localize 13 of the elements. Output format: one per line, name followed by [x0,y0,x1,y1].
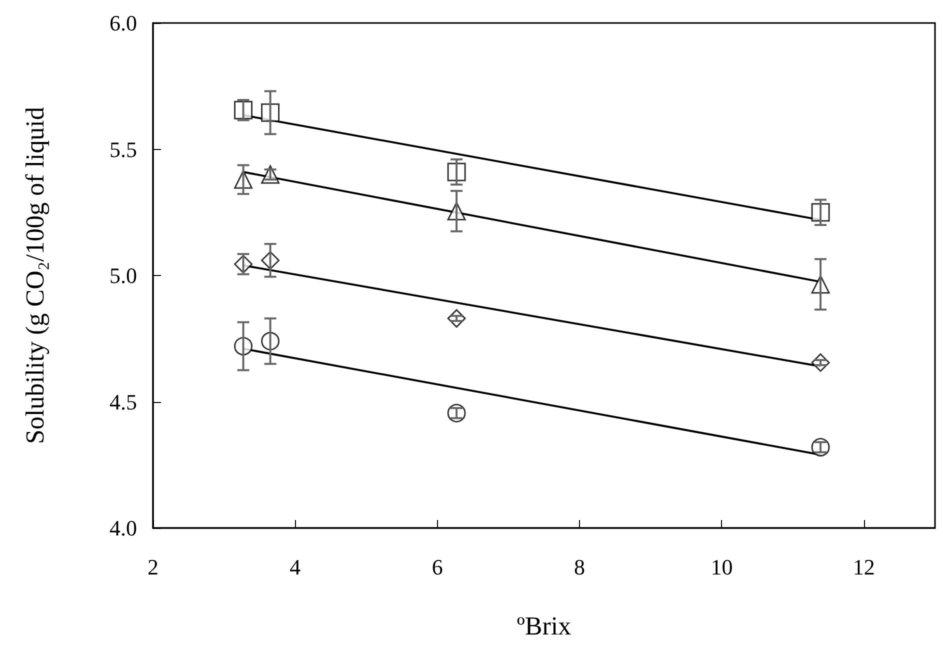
x-tick-label: 6 [432,554,443,580]
x-tick-label: 8 [574,554,586,580]
y-tick-label: 4.0 [110,516,137,540]
x-tick-label: 10 [710,554,733,580]
y-tick-label: 4.5 [110,389,137,414]
x-tick-label: 12 [852,554,875,580]
y-tick-label: 6.0 [110,10,137,36]
x-tick-label: 2 [148,554,158,580]
y-tick-label: 5.0 [110,263,137,288]
y-axis-title: Solubility (g CO₂/100g of liquid [20,107,50,444]
y-tick-label: 5.5 [110,136,137,162]
x-tick-label: 4 [290,554,301,580]
x-axis-title: ºBrix [516,612,572,640]
